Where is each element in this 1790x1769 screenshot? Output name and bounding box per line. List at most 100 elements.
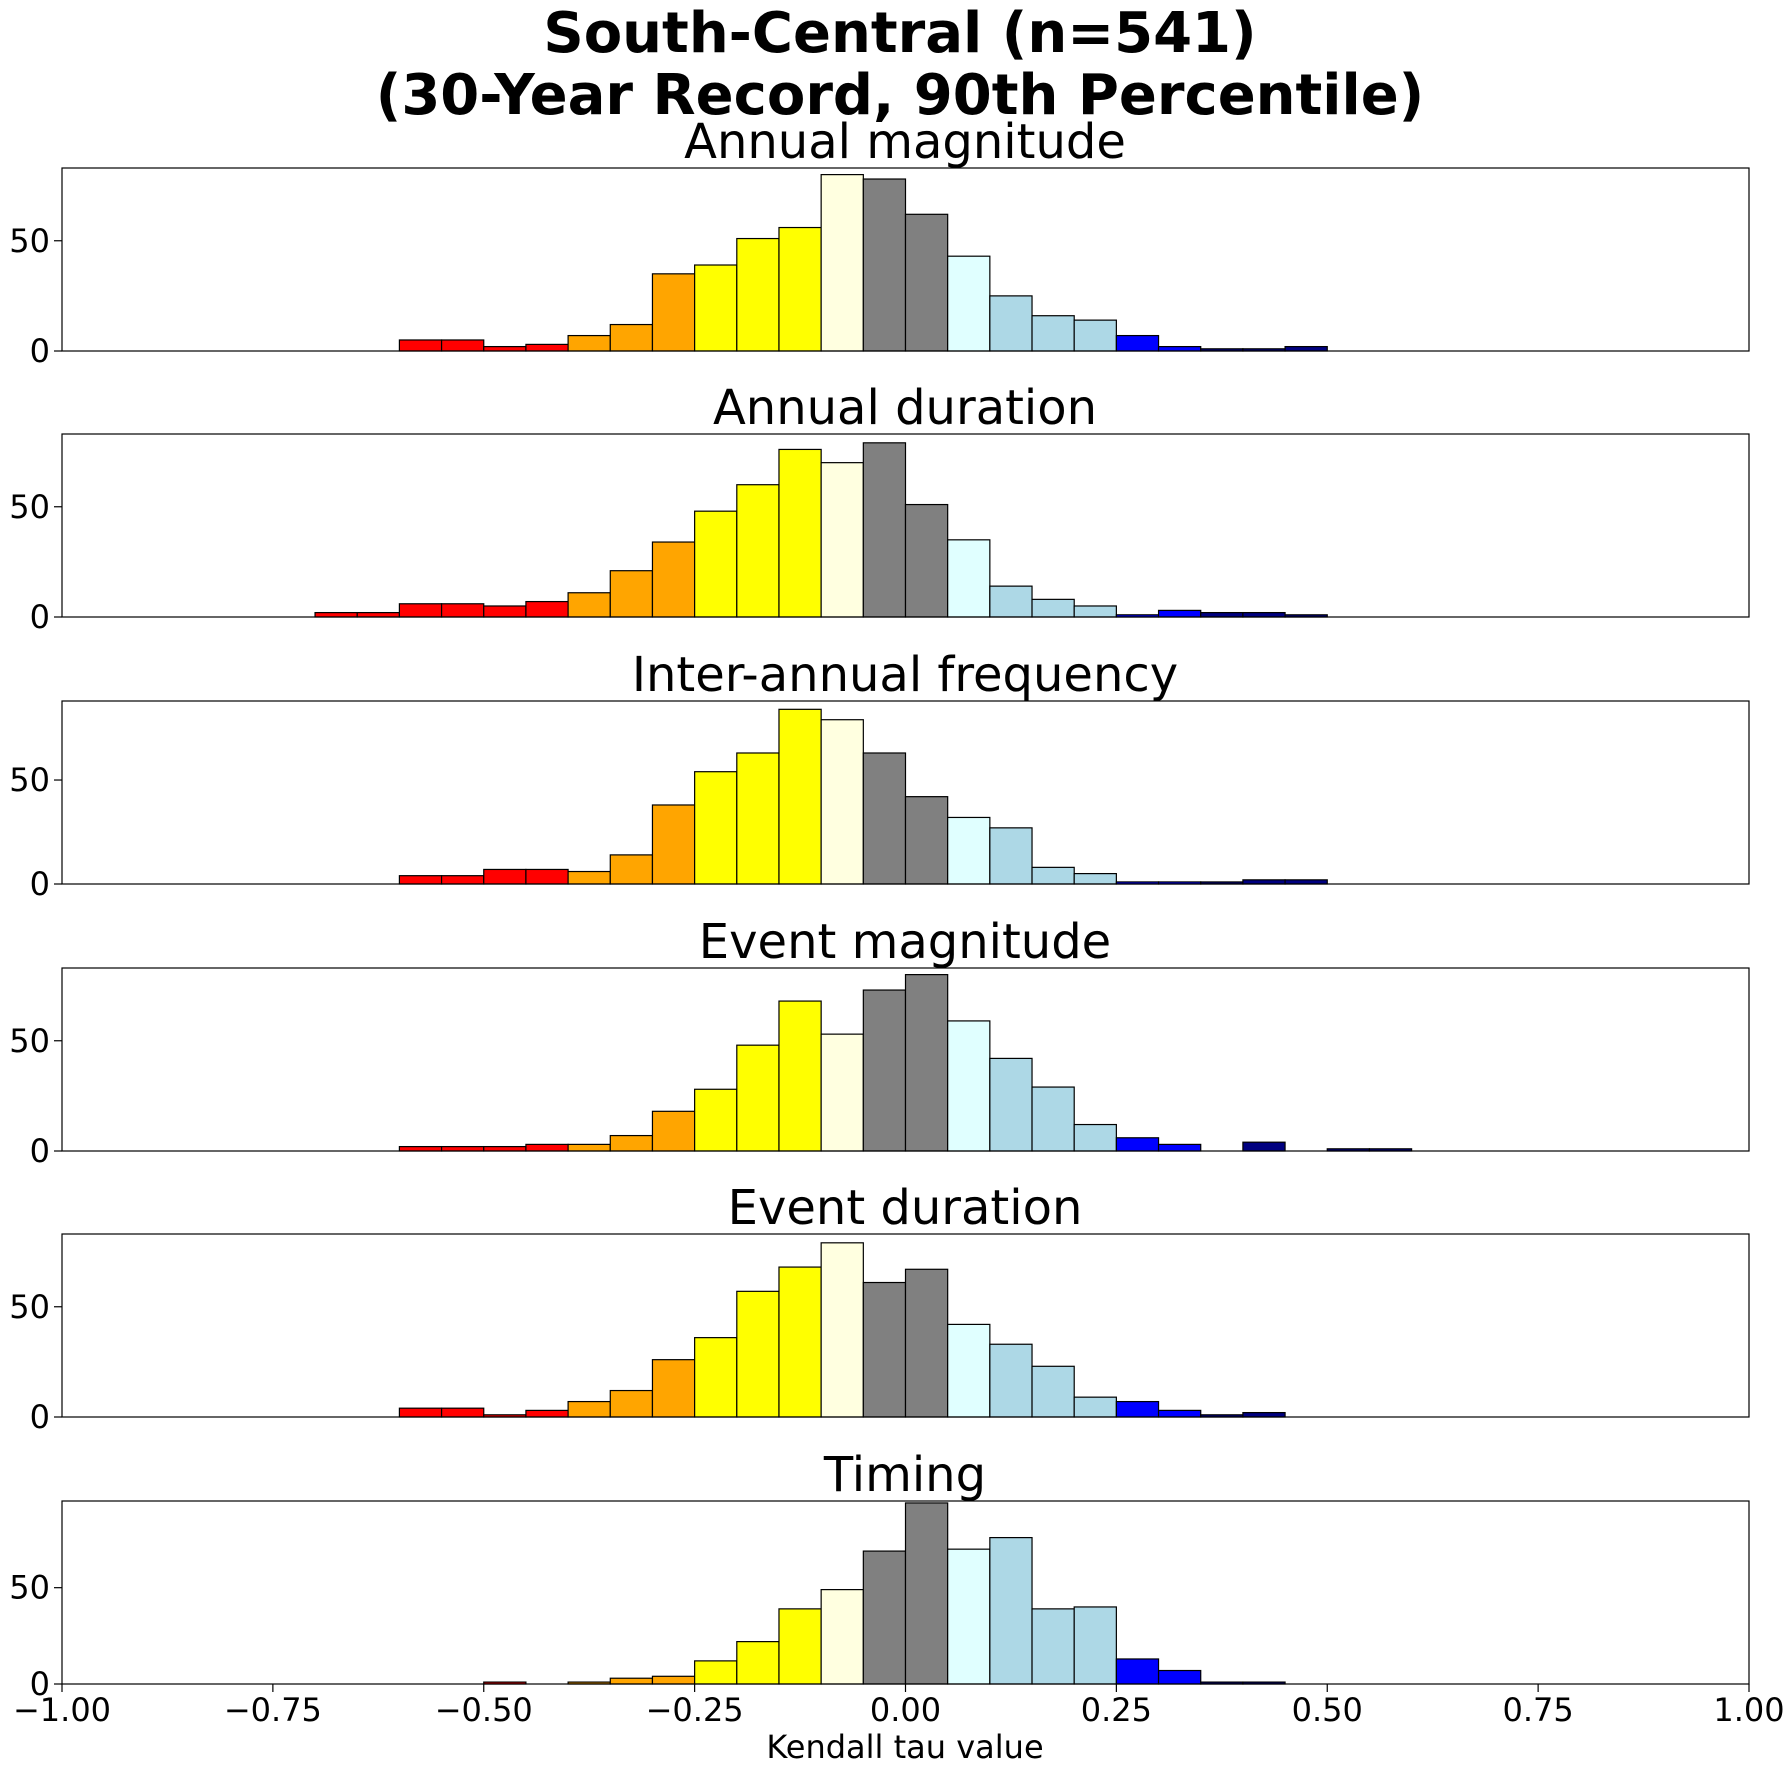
histogram-bar [820, 1033, 864, 1152]
histogram-bar [1073, 1123, 1117, 1152]
y-tick-label: 50 [9, 1022, 50, 1060]
x-axis-label: Kendall tau value [766, 1728, 1043, 1766]
histogram-bar [778, 226, 822, 352]
histogram-bar [1200, 611, 1244, 618]
figure-title-line2: (30-Year Record, 90th Percentile) [376, 63, 1425, 128]
histogram-bar [1115, 334, 1160, 352]
histogram-bar [820, 462, 864, 618]
histogram-bar [440, 339, 485, 352]
panel-title: Annual duration [713, 380, 1097, 436]
histogram-bar [609, 854, 654, 885]
histogram-bar [820, 174, 864, 352]
histogram-bar [736, 237, 780, 352]
histogram-bar [398, 875, 443, 885]
histogram-bar [1073, 1396, 1117, 1418]
panel-frame [61, 167, 1750, 352]
histogram-bar [1031, 1608, 1075, 1685]
histogram-bar [778, 1266, 822, 1418]
histogram-bar [609, 1677, 654, 1685]
histogram-bar [862, 1281, 907, 1418]
histogram-bar [736, 1290, 780, 1418]
histogram-bar [947, 255, 991, 352]
histogram-bar [1115, 1400, 1160, 1418]
histogram-bar [694, 1088, 738, 1152]
histogram-bar [1242, 879, 1286, 885]
histogram-bar [736, 1641, 780, 1685]
histogram-bar [483, 345, 527, 352]
panel-title: Annual magnitude [684, 114, 1126, 170]
y-tick-label: 0 [30, 865, 50, 903]
histogram-bar [820, 1589, 864, 1685]
y-tick-label: 50 [9, 488, 50, 526]
histogram-bar [694, 264, 738, 352]
y-tick-label: 0 [30, 1665, 50, 1703]
panel-title: Timing [823, 1447, 986, 1503]
histogram-bar [1157, 1143, 1202, 1152]
histogram-bar [778, 708, 822, 885]
histogram-bar [651, 804, 696, 885]
histogram-bar [609, 1389, 654, 1418]
y-tick-label: 0 [30, 1398, 50, 1436]
histogram-bar [862, 752, 907, 885]
histogram-bar [694, 1337, 738, 1418]
x-tick-label: −0.25 [646, 1691, 744, 1729]
y-tick-label: 50 [9, 1288, 50, 1326]
histogram-bar [609, 1134, 654, 1152]
panel-title: Inter-annual frequency [632, 647, 1178, 703]
histogram-bar [989, 827, 1033, 885]
histogram-bar [314, 611, 358, 618]
histogram-bar [947, 816, 991, 885]
histogram-bar [1157, 1669, 1202, 1685]
histogram-bar [609, 323, 654, 352]
panel-frame [61, 1233, 1750, 1418]
histogram-bar [778, 448, 822, 618]
histogram-bar [567, 1400, 611, 1418]
histogram-bar [736, 484, 780, 618]
histogram-bar [820, 719, 864, 885]
x-tick-label: 1.00 [1713, 1691, 1784, 1729]
histogram-bar [862, 989, 907, 1152]
panel-title: Event magnitude [699, 914, 1111, 970]
histogram-bar [1284, 345, 1328, 352]
histogram-bar [904, 1502, 949, 1685]
histogram-bar [947, 1323, 991, 1418]
histogram-bar [694, 771, 738, 885]
panel-frame [61, 433, 1750, 618]
panel-frame [61, 967, 1750, 1152]
histogram-bar [398, 1407, 443, 1418]
histogram-bar [1073, 872, 1117, 885]
y-tick-label: 0 [30, 598, 50, 636]
histogram-panels: Annual magnitude 0 50 Annual duration 0 50 Int… [9, 114, 1784, 1729]
histogram-bar [525, 600, 569, 618]
histogram-bar [1157, 609, 1202, 618]
histogram-bar [947, 1020, 991, 1152]
histogram-bar [440, 1145, 485, 1152]
x-tick-label: −0.50 [435, 1691, 533, 1729]
x-tick-label: 0.50 [1292, 1691, 1363, 1729]
x-tick-label: 0.25 [1081, 1691, 1152, 1729]
histogram-bar [1242, 611, 1286, 618]
histogram-bar [904, 796, 949, 885]
histogram-bar [525, 1409, 569, 1418]
histogram-bar [483, 605, 527, 618]
histogram-bar [1073, 1606, 1117, 1685]
x-tick-label: 0.75 [1503, 1691, 1574, 1729]
histogram-bar [651, 1359, 696, 1418]
x-tick-label: 0.00 [870, 1691, 941, 1729]
histogram-bar [904, 213, 949, 352]
histogram-bar [778, 1608, 822, 1685]
histogram-bar [1115, 1658, 1160, 1685]
histogram-bar [567, 592, 611, 618]
histogram-bar [1031, 866, 1075, 885]
histogram-bar [567, 870, 611, 885]
y-tick-label: 0 [30, 332, 50, 370]
y-tick-label: 0 [30, 1132, 50, 1170]
histogram-bar [989, 1343, 1033, 1418]
histogram-bar [904, 503, 949, 618]
x-tick-label: −1.00 [13, 1691, 111, 1729]
histogram-bar [1031, 598, 1075, 618]
histogram-bar [483, 868, 527, 885]
histogram-bar [736, 752, 780, 885]
histogram-bar [398, 603, 443, 618]
